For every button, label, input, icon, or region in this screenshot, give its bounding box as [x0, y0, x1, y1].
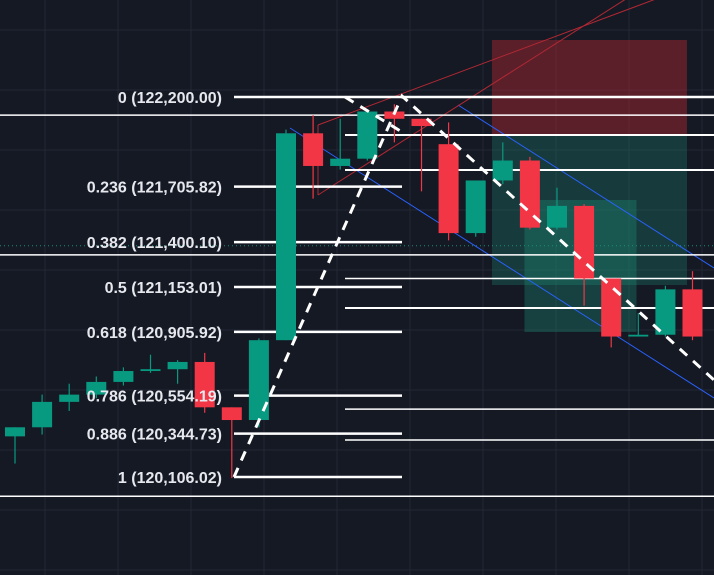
candle-body: [519, 160, 540, 228]
candle-body: [384, 111, 405, 119]
channel-line-lower: [289, 127, 714, 399]
candle-body: [194, 361, 215, 408]
fib-level-label: 0.786 (120,554.19): [87, 389, 222, 406]
candle-body: [547, 205, 567, 228]
red-trend-line-lower: [317, 0, 626, 196]
candle-body: [248, 340, 269, 421]
fib-level-label: 0.382 (121,400.10): [87, 235, 222, 252]
channel-line-upper: [457, 104, 714, 269]
candles: [5, 104, 703, 479]
candle-body: [140, 369, 161, 372]
candle-body: [357, 111, 378, 159]
fib-level-label: 0.236 (121,705.82): [87, 180, 222, 197]
candle-body: [628, 334, 649, 337]
trend-channel[interactable]: [289, 0, 714, 399]
candle-body: [32, 401, 53, 428]
candle-body: [655, 289, 676, 335]
candle-body: [574, 205, 595, 279]
candle-body: [438, 144, 459, 234]
candle-body: [86, 381, 107, 395]
candle-body: [5, 427, 25, 437]
candle-body: [303, 133, 324, 166]
fib-level-label: 0 (122,200.00): [118, 90, 222, 107]
projection-dashed-line: [232, 93, 714, 478]
stop-loss-zone: [491, 40, 687, 136]
candle-body: [59, 394, 80, 402]
fib-labels: 0 (122,200.00) 0.236 (121,705.82) 0.382 (1…: [87, 90, 222, 487]
fib-retracement[interactable]: [234, 95, 714, 479]
candle-body: [682, 289, 703, 337]
candle-body: [465, 180, 486, 234]
candle-body: [601, 278, 622, 337]
candle-body: [113, 371, 134, 382]
red-trend-line-upper: [317, 0, 655, 126]
candle-body: [492, 160, 513, 181]
projection-dashed-line: [344, 95, 403, 134]
candle-body: [411, 118, 432, 127]
candle-body: [167, 361, 188, 370]
candle-body: [276, 133, 296, 341]
fib-level-label: 0.618 (120,905.92): [87, 325, 222, 342]
candle-body: [221, 407, 242, 421]
projection-path[interactable]: [232, 93, 714, 478]
fib-level-label: 1 (120,106.02): [118, 470, 222, 487]
candle-body: [330, 158, 351, 166]
fib-level-label: 0.886 (120,344.73): [87, 427, 222, 444]
fib-level-label: 0.5 (121,153.01): [105, 280, 222, 297]
